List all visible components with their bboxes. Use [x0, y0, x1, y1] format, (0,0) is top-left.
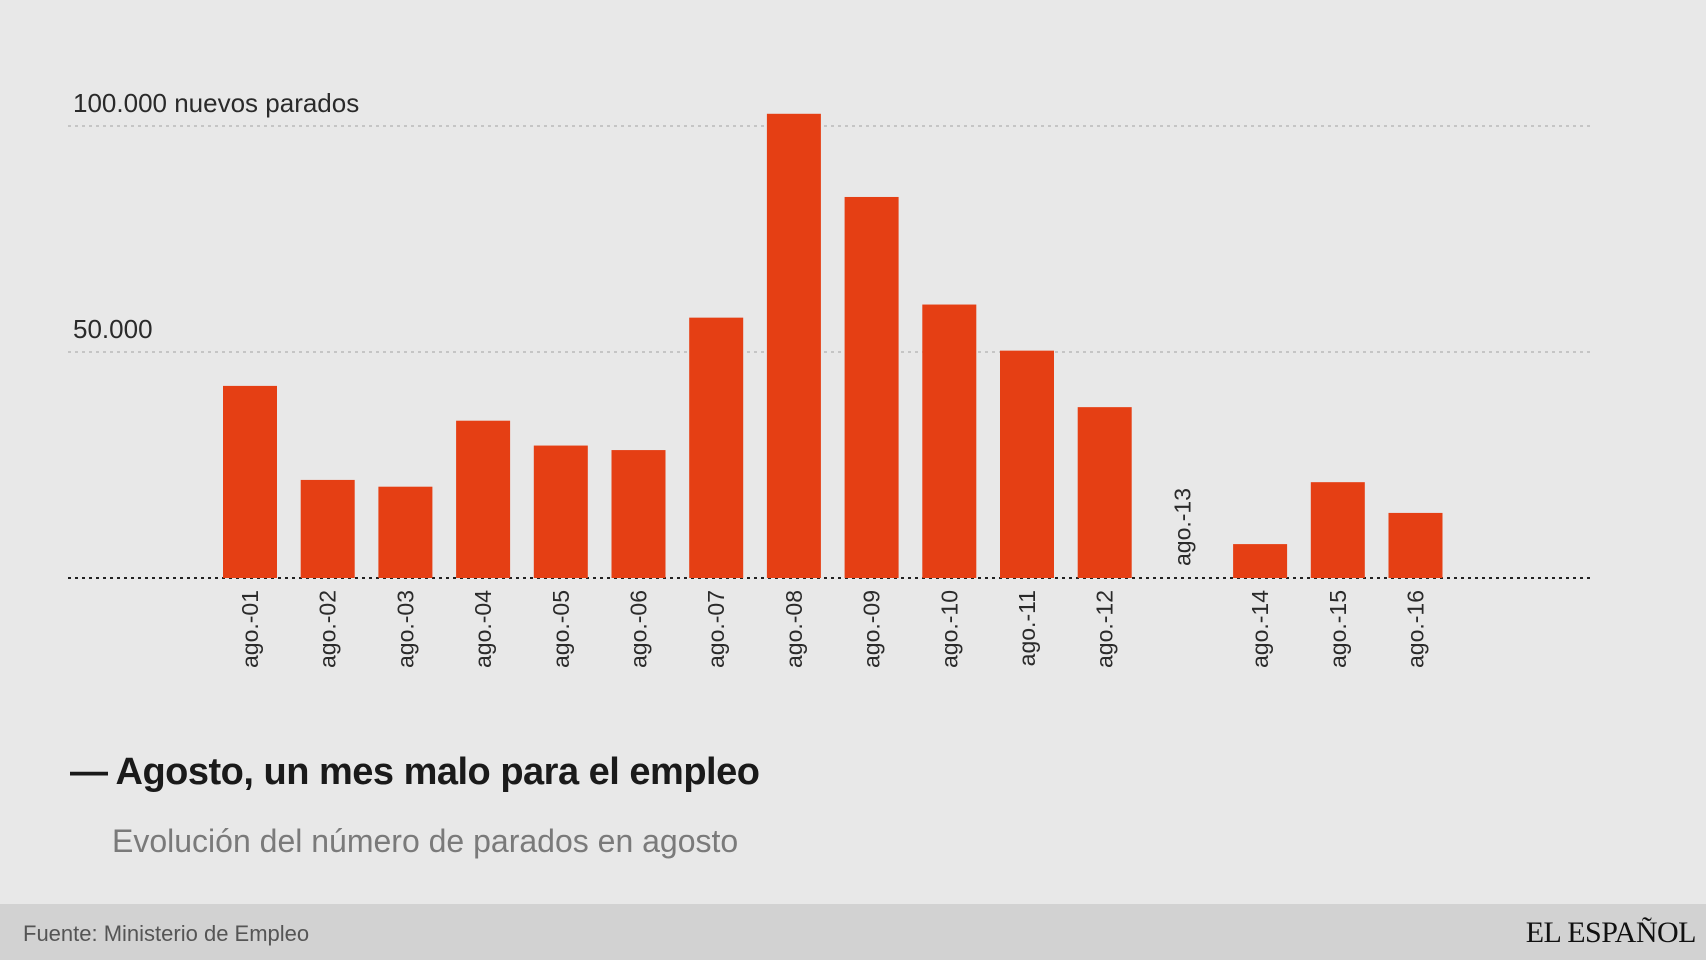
y-tick-label: 50.000 [73, 314, 153, 344]
x-tick-label: ago.-05 [548, 590, 574, 668]
chart-subtitle: Evolución del número de parados en agost… [112, 823, 739, 859]
x-tick-label: ago.-13 [1169, 488, 1195, 566]
x-tick-label: ago.-07 [703, 590, 729, 668]
x-tick-label: ago.-11 [1014, 590, 1040, 666]
bar-chart: 50.000 100.000 nuevos parados ago.-01 ago.-… [68, 88, 1592, 668]
x-tick-label: ago.-12 [1092, 590, 1118, 668]
footer-bar: Fuente: Ministerio de Empleo EL ESPAÑOL [0, 904, 1706, 960]
title-dash: — [70, 751, 108, 793]
bar-ago.-05 [533, 445, 588, 578]
x-tick-label: ago.-10 [936, 590, 962, 668]
bar-ago.-08 [766, 113, 821, 579]
bar-ago.-12 [1077, 407, 1132, 578]
brand-logo: EL ESPAÑOL [1525, 916, 1697, 949]
x-tick-label: ago.-15 [1325, 590, 1351, 668]
x-tick-label: ago.-04 [470, 590, 496, 668]
bar-ago.-01 [223, 385, 277, 578]
bar-ago.-04 [456, 420, 511, 578]
bar-ago.-07 [689, 317, 744, 578]
bar-ago.-11 [1000, 350, 1054, 578]
x-tick-label: ago.-08 [781, 590, 807, 668]
chart-title: — Agosto, un mes malo para el empleo [70, 751, 760, 794]
x-tick-label: ago.-14 [1247, 590, 1273, 668]
x-tick-label: ago.-01 [237, 590, 263, 668]
y-tick-label: 100.000 nuevos parados [73, 88, 359, 118]
chart-title-text: Agosto, un mes malo para el empleo [115, 751, 760, 793]
bar-ago.-03 [378, 486, 433, 578]
x-tick-label: ago.-03 [392, 590, 418, 668]
bar-ago.-10 [922, 304, 977, 578]
bar-ago.-14 [1233, 544, 1288, 578]
x-tick-label: ago.-09 [859, 590, 885, 668]
bar-ago.-09 [844, 196, 899, 579]
x-tick-label: ago.-16 [1403, 590, 1429, 668]
source-note: Fuente: Ministerio de Empleo [23, 921, 310, 946]
bar-ago.-16 [1388, 512, 1443, 578]
x-tick-label: ago.-06 [626, 590, 652, 668]
bar-ago.-06 [611, 450, 666, 578]
bar-ago.-15 [1310, 482, 1365, 578]
x-tick-label: ago.-02 [315, 590, 341, 668]
bar-ago.-02 [300, 479, 355, 578]
